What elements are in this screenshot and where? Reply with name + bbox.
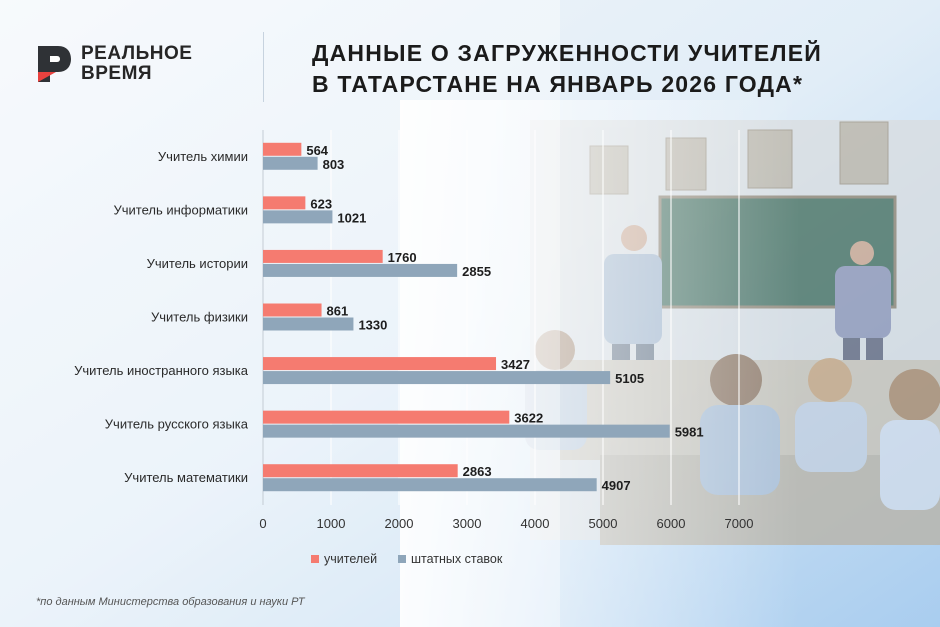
bar-positions	[263, 478, 597, 492]
header-divider	[263, 32, 264, 102]
bar-teachers	[263, 410, 510, 424]
bar-positions	[263, 371, 611, 385]
bar-positions	[263, 263, 458, 277]
bar-positions	[263, 317, 354, 331]
legend-label-teachers: учителей	[324, 552, 378, 566]
bar-teachers	[263, 142, 302, 156]
data-label: 2855	[462, 264, 491, 279]
x-tick-label: 7000	[725, 516, 754, 531]
logo-line-2: ВРЕМЯ	[81, 63, 153, 84]
category-label: Учитель истории	[147, 256, 248, 271]
category-label: Учитель химии	[158, 149, 248, 164]
bar-teachers	[263, 464, 458, 478]
bar-teachers	[263, 357, 497, 371]
bar-positions	[263, 210, 333, 224]
category-label: Учитель математики	[124, 470, 248, 485]
category-label: Учитель информатики	[113, 202, 248, 217]
chart-title-line-1: ДАННЫЕ О ЗАГРУЖЕННОСТИ УЧИТЕЛЕЙ	[312, 40, 822, 66]
data-label: 564	[306, 143, 328, 158]
legend-item-teachers: учителей	[311, 552, 377, 566]
data-label: 1021	[337, 210, 366, 225]
category-label: Учитель русского языка	[105, 417, 249, 432]
data-label: 1760	[388, 250, 417, 265]
x-tick-label: 0	[259, 516, 266, 531]
bar-teachers	[263, 249, 383, 263]
bar-teachers	[263, 196, 306, 210]
logo-mark-inner	[50, 56, 60, 62]
data-label: 4907	[602, 478, 631, 493]
logo: РЕАЛЬНОЕ ВРЕМЯ	[36, 44, 216, 84]
x-tick-label: 6000	[657, 516, 686, 531]
chart-title: ДАННЫЕ О ЗАГРУЖЕННОСТИ УЧИТЕЛЕЙ В ТАТАРС…	[312, 38, 912, 100]
x-tick-label: 2000	[385, 516, 414, 531]
logo-mark-icon	[38, 46, 71, 82]
legend-item-positions: штатных ставок	[398, 552, 502, 566]
x-tick-label: 5000	[589, 516, 618, 531]
category-label: Учитель физики	[151, 310, 248, 325]
logo-mark-red	[38, 72, 56, 82]
data-label: 3622	[514, 411, 543, 426]
data-label: 2863	[463, 464, 492, 479]
x-tick-label: 1000	[317, 516, 346, 531]
bar-teachers	[263, 303, 322, 317]
chart-title-line-2: В ТАТАРСТАНЕ НА ЯНВАРЬ 2026 ГОДА*	[312, 71, 804, 97]
data-label: 3427	[501, 357, 530, 372]
data-label: 623	[310, 196, 332, 211]
data-label: 5981	[675, 425, 704, 440]
bar-positions	[263, 424, 670, 438]
category-label: Учитель иностранного языка	[74, 363, 249, 378]
legend-swatch-teachers	[311, 554, 319, 563]
bar-positions	[263, 156, 318, 170]
footnote: *по данным Министерства образования и на…	[36, 596, 305, 608]
x-tick-label: 3000	[453, 516, 482, 531]
legend-swatch-positions	[398, 554, 406, 563]
data-label: 5105	[615, 371, 644, 386]
data-label: 1330	[358, 318, 387, 333]
x-tick-label: 4000	[521, 516, 550, 531]
data-label: 803	[323, 157, 345, 172]
logo-line-1: РЕАЛЬНОЕ	[81, 43, 193, 64]
legend-label-positions: штатных ставок	[411, 552, 503, 566]
data-label: 861	[327, 304, 349, 319]
